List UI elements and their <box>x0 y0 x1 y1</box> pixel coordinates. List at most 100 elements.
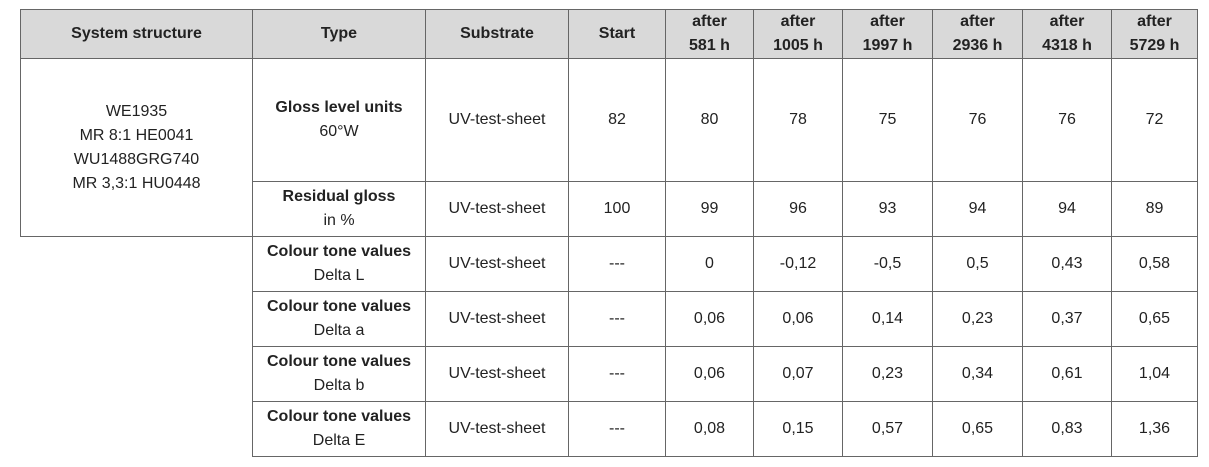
header-text: after <box>1137 13 1172 30</box>
value-cell: 94 <box>932 181 1023 237</box>
value-text: 78 <box>789 111 807 128</box>
header-text: 581 h <box>689 37 730 54</box>
value-text: 100 <box>603 200 631 217</box>
value-cell: 0,06 <box>665 346 754 402</box>
header-text: 4318 h <box>1042 37 1092 54</box>
value-cell: 82 <box>568 58 666 182</box>
value-cell: 0,83 <box>1022 401 1112 457</box>
value-cell: 0,61 <box>1022 346 1112 402</box>
value-cell: 1,04 <box>1111 346 1198 402</box>
value-text: 0,34 <box>961 365 994 382</box>
type-cell: Residual gloss in % <box>252 181 426 237</box>
value-text: 72 <box>1145 111 1164 128</box>
header-cell: after 2936 h <box>932 9 1023 59</box>
substrate-text: UV-test-sheet <box>448 310 546 327</box>
header-text: after <box>1049 13 1085 30</box>
value-text: 0,23 <box>871 365 904 382</box>
substrate-cell: UV-test-sheet <box>425 401 569 457</box>
substrate-cell: UV-test-sheet <box>425 236 569 292</box>
value-cell: 76 <box>1022 58 1112 182</box>
value-cell: --- <box>568 346 666 402</box>
header-text: after <box>692 13 727 30</box>
type-cell: Colour tone values Delta E <box>252 401 426 457</box>
type-line: Delta L <box>313 267 365 284</box>
value-text: 1,36 <box>1138 420 1171 437</box>
value-text: 0,37 <box>1051 310 1083 327</box>
value-text: 0,58 <box>1138 255 1171 272</box>
value-text: 94 <box>1058 200 1076 217</box>
header-text: after <box>960 13 995 30</box>
value-text: 0,57 <box>871 420 904 437</box>
value-text: 0,07 <box>782 365 814 382</box>
value-cell: 89 <box>1111 181 1198 237</box>
header-cell: after 1997 h <box>842 9 933 59</box>
value-cell: --- <box>568 236 666 292</box>
header-text: 1005 h <box>773 37 823 54</box>
value-cell: 100 <box>568 181 666 237</box>
header-text: Substrate <box>460 25 534 42</box>
header-text: Start <box>598 25 636 42</box>
value-cell: 0,23 <box>842 346 933 402</box>
header-text: 1997 h <box>862 37 913 54</box>
value-text: 0,06 <box>693 310 726 327</box>
value-text: 76 <box>968 111 987 128</box>
value-text: -0,12 <box>779 255 817 272</box>
type-cell: Colour tone values Delta L <box>252 236 426 292</box>
value-cell: 72 <box>1111 58 1198 182</box>
header-text: 2936 h <box>952 37 1003 54</box>
value-cell: 0,5 <box>932 236 1023 292</box>
type-line: Colour tone values <box>266 353 412 370</box>
value-text: --- <box>609 365 625 382</box>
system-cell: WE1935 MR 8:1 HE0041 WU1488GRG740 MR 3,3:1 … <box>20 58 253 237</box>
value-cell: 0,58 <box>1111 236 1198 292</box>
header-cell: after 4318 h <box>1022 9 1112 59</box>
value-cell: 0,23 <box>932 291 1023 347</box>
header-text: 5729 h <box>1129 37 1180 54</box>
system-line: MR 8:1 HE0041 <box>79 126 194 144</box>
substrate-cell: UV-test-sheet <box>425 346 569 402</box>
type-line: Delta b <box>313 377 365 394</box>
value-text: 0,61 <box>1051 365 1083 382</box>
value-cell: 0,43 <box>1022 236 1112 292</box>
type-line: Residual gloss <box>282 188 396 205</box>
value-text: 76 <box>1058 111 1076 128</box>
type-line: Colour tone values <box>266 243 412 260</box>
header-text: Type <box>320 25 358 42</box>
value-cell: 0,14 <box>842 291 933 347</box>
value-cell: 93 <box>842 181 933 237</box>
value-cell: 0,57 <box>842 401 933 457</box>
value-text: 0,83 <box>1051 420 1083 437</box>
value-cell: 0 <box>665 236 754 292</box>
value-cell: 78 <box>753 58 843 182</box>
header-cell: Type <box>252 9 426 59</box>
substrate-cell: UV-test-sheet <box>425 291 569 347</box>
header-cell: System structure <box>20 9 253 59</box>
value-text: --- <box>609 310 625 327</box>
type-line: 60°W <box>319 123 359 140</box>
value-text: 99 <box>700 200 719 217</box>
value-text: --- <box>609 420 625 437</box>
value-cell: 0,65 <box>1111 291 1198 347</box>
value-cell: -0,12 <box>753 236 843 292</box>
value-text: 0,65 <box>1138 310 1171 327</box>
value-text: 0,5 <box>966 255 989 272</box>
value-cell: 0,34 <box>932 346 1023 402</box>
value-cell: 0,65 <box>932 401 1023 457</box>
value-cell: -0,5 <box>842 236 933 292</box>
type-cell: Gloss level units 60°W <box>252 58 426 182</box>
value-cell: 0,06 <box>753 291 843 347</box>
value-cell: 0,08 <box>665 401 754 457</box>
value-text: 80 <box>700 111 719 128</box>
system-line: WE1935 <box>105 102 168 120</box>
header-text: System structure <box>71 25 202 42</box>
substrate-cell: UV-test-sheet <box>425 58 569 182</box>
type-line: in % <box>323 212 355 229</box>
value-text: 94 <box>968 200 987 217</box>
system-line: MR 3,3:1 HU0448 <box>72 174 201 192</box>
substrate-text: UV-test-sheet <box>448 200 546 217</box>
header-cell: after 581 h <box>665 9 754 59</box>
type-line: Colour tone values <box>266 408 412 425</box>
value-text: 1,04 <box>1138 365 1171 382</box>
value-cell: 75 <box>842 58 933 182</box>
